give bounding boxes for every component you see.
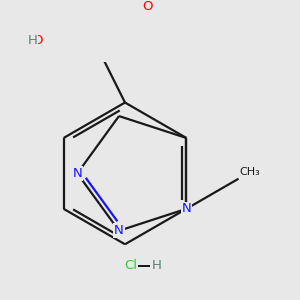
Text: O: O [142,0,153,13]
Text: Cl: Cl [124,259,137,272]
Text: H: H [152,259,162,272]
Text: N: N [114,224,124,237]
Text: H: H [28,34,38,47]
Text: N: N [72,167,82,180]
Text: CH₃: CH₃ [240,167,260,177]
Text: N: N [182,202,191,215]
Text: O: O [32,34,42,47]
